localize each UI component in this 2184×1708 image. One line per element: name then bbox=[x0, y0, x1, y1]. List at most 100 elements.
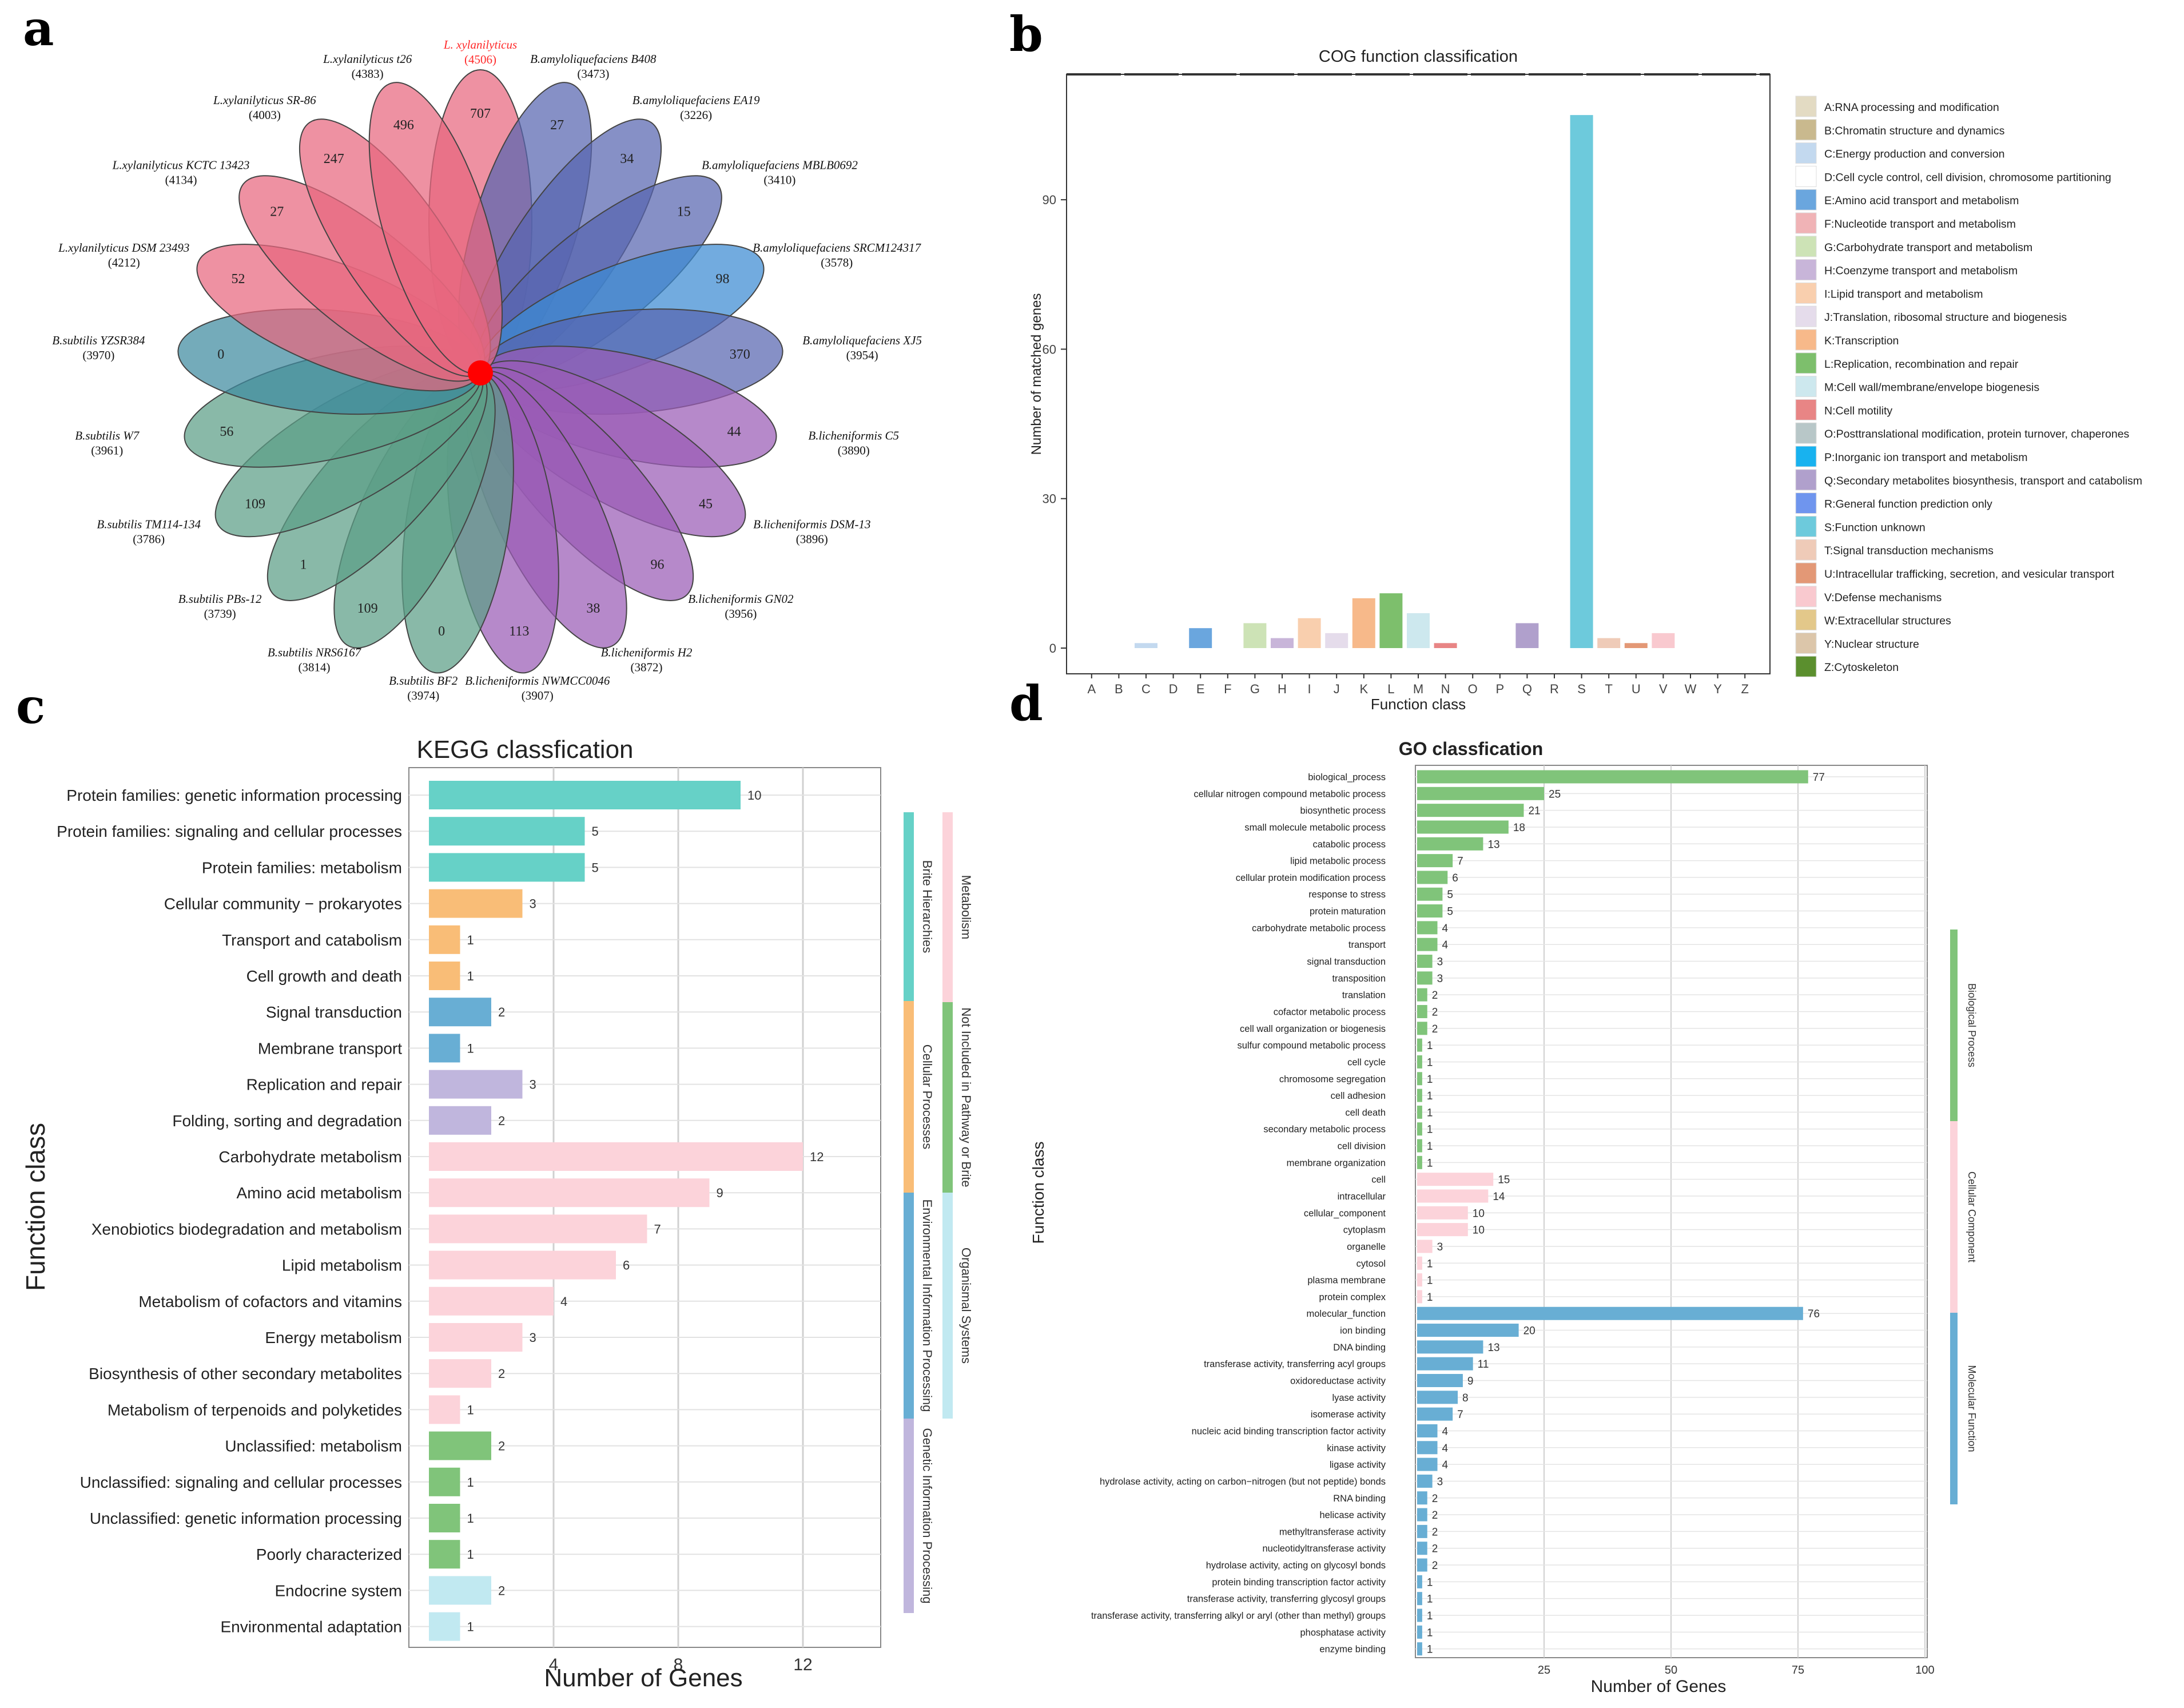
kegg-bar bbox=[429, 1395, 460, 1424]
cog-xtick-label: B bbox=[1115, 682, 1123, 696]
go-category-label: lyase activity bbox=[1332, 1393, 1386, 1403]
go-value-label: 4 bbox=[1442, 923, 1449, 935]
go-category-label: kinase activity bbox=[1327, 1443, 1386, 1453]
cog-xtick-label: T bbox=[1605, 682, 1612, 696]
panel-label-d: d bbox=[1009, 675, 1043, 732]
go-category-label: hydrolase activity, acting on carbon−nit… bbox=[1100, 1476, 1386, 1487]
go-value-label: 13 bbox=[1487, 839, 1499, 851]
petal-total: (3970) bbox=[82, 348, 114, 362]
go-bar bbox=[1417, 1592, 1422, 1606]
kegg-category-label: Unclassified: genetic information proces… bbox=[90, 1510, 402, 1527]
cog-bar bbox=[1652, 633, 1675, 648]
go-bar bbox=[1417, 1038, 1422, 1052]
go-value-label: 2 bbox=[1432, 1006, 1438, 1018]
cog-chart: 0 30 60 90 A B C D E F G H I J K L M N O P Q R S T U V W Y Z COG func… bbox=[1029, 47, 2142, 713]
petal-name: L.xylanilyticus KCTC 13423 bbox=[112, 158, 250, 172]
go-value-label: 1 bbox=[1427, 1275, 1433, 1287]
cog-legend-swatch bbox=[1795, 492, 1817, 514]
kegg-bar bbox=[429, 1359, 491, 1388]
kegg-category-label: Biosynthesis of other secondary metaboli… bbox=[89, 1365, 402, 1383]
go-bar bbox=[1417, 1357, 1473, 1371]
kegg-value-label: 1 bbox=[467, 1403, 474, 1417]
go-category-label: transferase activity, transferring acyl … bbox=[1204, 1359, 1386, 1369]
go-value-label: 2 bbox=[1432, 990, 1438, 1002]
petal-value: 27 bbox=[270, 204, 284, 219]
petal-total: (3974) bbox=[407, 689, 439, 702]
cog-xtick-label: H bbox=[1278, 682, 1287, 696]
go-bar bbox=[1417, 1122, 1422, 1136]
go-bar bbox=[1417, 1022, 1427, 1035]
petal-value: 15 bbox=[677, 204, 691, 219]
petal-total: (4134) bbox=[165, 173, 197, 186]
cog-legend-label: Z:Cytoskeleton bbox=[1824, 661, 1899, 674]
go-category-label: transferase activity, transferring glyco… bbox=[1187, 1594, 1386, 1604]
cog-bar bbox=[1624, 643, 1648, 648]
petal-name: B.subtilis TM114-134 bbox=[97, 518, 201, 531]
cog-xtick-label: W bbox=[1685, 682, 1697, 696]
kegg-xtick-label: 4 bbox=[549, 1655, 559, 1674]
go-value-label: 4 bbox=[1442, 1459, 1449, 1471]
kegg-side-strip bbox=[904, 1193, 914, 1419]
cog-legend-label: M:Cell wall/membrane/envelope biogenesis bbox=[1824, 382, 2039, 394]
go-value-label: 1 bbox=[1427, 1090, 1433, 1102]
go-value-label: 2 bbox=[1432, 1510, 1438, 1522]
go-bar bbox=[1417, 1491, 1427, 1505]
petal-value: 96 bbox=[650, 558, 664, 573]
cog-xtick-label: Q bbox=[1522, 682, 1532, 696]
go-title: GO classfication bbox=[1399, 738, 1543, 759]
kegg-side-label: Cellular Processes bbox=[920, 1044, 934, 1149]
go-value-label: 14 bbox=[1493, 1191, 1505, 1203]
kegg-bar bbox=[429, 998, 491, 1027]
go-value-label: 15 bbox=[1498, 1174, 1510, 1186]
kegg-xlabel: Number of Genes bbox=[544, 1664, 742, 1692]
kegg-category-label: Protein families: metabolism bbox=[202, 859, 402, 876]
go-category-label: molecular_function bbox=[1307, 1309, 1386, 1319]
flower-plot: 707 L. xylanilyticus (4506) 27 B.amyloliquef… bbox=[52, 38, 922, 702]
cog-xtick-label: L bbox=[1387, 682, 1394, 696]
go-value-label: 9 bbox=[1467, 1376, 1474, 1388]
go-value-label: 1 bbox=[1427, 1157, 1433, 1169]
cog-xtick-label: A bbox=[1087, 682, 1096, 696]
go-value-label: 7 bbox=[1457, 856, 1463, 868]
go-xtick-label: 100 bbox=[1915, 1664, 1934, 1677]
cog-legend-swatch bbox=[1795, 165, 1817, 187]
kegg-category-label: Cellular community − prokaryotes bbox=[164, 895, 402, 913]
petal-value: 27 bbox=[550, 118, 564, 133]
go-bar bbox=[1417, 1508, 1427, 1522]
panel-label-c: c bbox=[16, 678, 46, 734]
petal-name: B.amyloliquefaciens B408 bbox=[530, 52, 657, 66]
go-value-label: 7 bbox=[1457, 1409, 1463, 1421]
go-bar bbox=[1417, 1642, 1422, 1656]
cog-legend-swatch bbox=[1795, 329, 1817, 351]
go-category-label: cell division bbox=[1338, 1141, 1386, 1151]
go-bar bbox=[1417, 1223, 1468, 1237]
cog-legend-swatch bbox=[1795, 305, 1817, 327]
go-value-label: 1 bbox=[1427, 1576, 1433, 1588]
kegg-value-label: 1 bbox=[467, 1475, 474, 1489]
kegg-bar bbox=[429, 1142, 803, 1171]
cog-plot-area bbox=[1066, 74, 1771, 674]
petal-value: 370 bbox=[730, 347, 750, 362]
go-category-label: small molecule metabolic process bbox=[1244, 823, 1386, 833]
kegg-value-label: 6 bbox=[623, 1258, 630, 1273]
go-bar bbox=[1417, 904, 1443, 918]
go-value-label: 2 bbox=[1432, 1560, 1438, 1572]
cog-xtick-label: C bbox=[1141, 682, 1151, 696]
go-value-label: 11 bbox=[1478, 1359, 1489, 1371]
go-value-label: 4 bbox=[1442, 1443, 1449, 1455]
go-value-label: 1 bbox=[1427, 1292, 1433, 1304]
go-category-label: nucleotidyltransferase activity bbox=[1262, 1544, 1386, 1554]
go-category-label: intracellular bbox=[1338, 1191, 1386, 1202]
cog-legend-swatch bbox=[1795, 282, 1817, 304]
go-bar bbox=[1417, 871, 1448, 884]
go-category-label: biosynthetic process bbox=[1300, 806, 1386, 816]
go-category-label: plasma membrane bbox=[1307, 1276, 1386, 1286]
cog-xtick-label: M bbox=[1413, 682, 1423, 696]
go-chart: 25 50 75 10077biological_process25cellular … bbox=[1029, 738, 1978, 1696]
cog-xtick-label: Z bbox=[1741, 682, 1748, 696]
go-category-label: translation bbox=[1342, 990, 1386, 1000]
go-value-label: 1 bbox=[1427, 1610, 1433, 1622]
cog-legend-label: E:Amino acid transport and metabolism bbox=[1824, 194, 2019, 207]
petal-name: L. xylanilyticus bbox=[443, 38, 517, 51]
cog-legend-label: D:Cell cycle control, cell division, chr… bbox=[1824, 171, 2111, 184]
